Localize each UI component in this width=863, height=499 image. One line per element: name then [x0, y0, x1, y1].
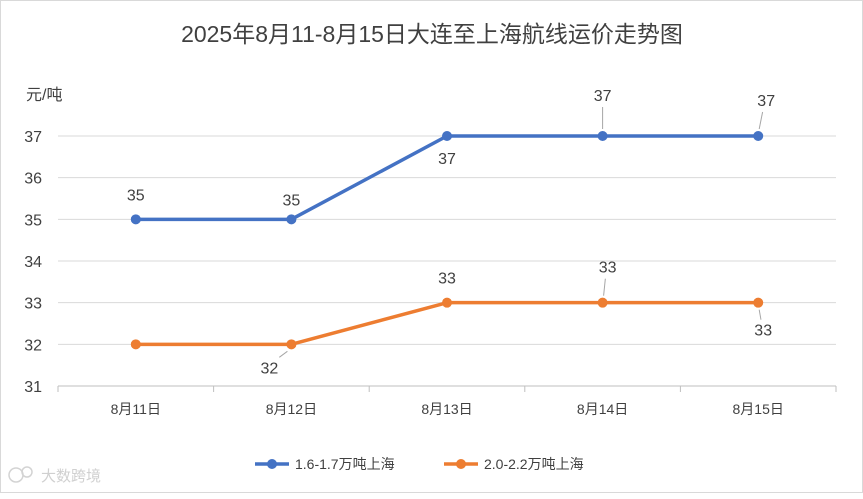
legend-item-2: 2.0-2.2万吨上海 [444, 456, 584, 472]
data-label: 33 [754, 323, 772, 340]
data-label: 37 [438, 151, 456, 168]
series-2: 32 33 33 33 [130, 260, 772, 377]
data-label-leader [758, 111, 764, 130]
series-line [134, 300, 760, 347]
y-axis-label: 元/吨 [26, 86, 62, 104]
y-tick-label: 37 [24, 129, 42, 146]
y-tick-label: 31 [24, 379, 42, 396]
series-1: 35 35 37 37 37 [127, 88, 775, 225]
legend-marker [456, 459, 466, 469]
x-tick-label: 8月13日 [421, 401, 472, 417]
data-label: 35 [127, 187, 145, 204]
y-tick-label: 32 [24, 337, 42, 354]
data-label: 32 [261, 360, 279, 377]
legend-label: 2.0-2.2万吨上海 [484, 456, 584, 472]
x-tick-label: 8月15日 [733, 401, 784, 417]
x-tick-label: 8月11日 [111, 401, 161, 417]
data-label-leader [603, 278, 606, 296]
legend-label: 1.6-1.7万吨上海 [295, 456, 395, 472]
legend: 1.6-1.7万吨上海 2.0-2.2万吨上海 [255, 456, 584, 472]
data-point [597, 131, 608, 141]
y-tick-label: 35 [24, 212, 42, 229]
data-label: 33 [438, 271, 456, 288]
data-label-leader [279, 350, 288, 358]
legend-item-1: 1.6-1.7万吨上海 [255, 456, 395, 472]
x-axis: 8月11日 8月12日 8月13日 8月14日 8月15日 [57, 386, 837, 417]
data-label: 37 [757, 93, 775, 110]
data-point [597, 297, 608, 308]
data-point [442, 297, 452, 308]
y-tick-label: 36 [24, 171, 42, 188]
data-point [753, 297, 764, 308]
watermark: 大数跨境 [8, 466, 101, 485]
y-tick-label: 33 [24, 296, 42, 313]
x-tick-label: 8月14日 [577, 401, 628, 417]
data-label: 35 [283, 192, 301, 209]
y-tick-label: 34 [24, 254, 42, 271]
data-label: 33 [599, 260, 617, 277]
data-point [286, 214, 297, 225]
watermark-logo-icon [8, 466, 33, 483]
series-group: 35 35 37 37 37 32 33 33 33 [127, 88, 775, 377]
gridlines [58, 135, 836, 387]
data-point [130, 339, 141, 350]
legend-marker [267, 459, 277, 469]
data-point [130, 214, 141, 225]
watermark-text: 大数跨境 [41, 467, 101, 485]
data-label-leader [758, 309, 762, 320]
data-point [442, 131, 452, 141]
data-point [286, 339, 297, 350]
x-tick-label: 8月12日 [266, 401, 317, 417]
y-axis-ticks: 31 32 33 34 35 36 37 [24, 129, 42, 396]
data-point [753, 131, 764, 141]
chart-title: 2025年8月11-8月15日大连至上海航线运价走势图 [181, 21, 683, 47]
data-label: 37 [594, 88, 612, 105]
